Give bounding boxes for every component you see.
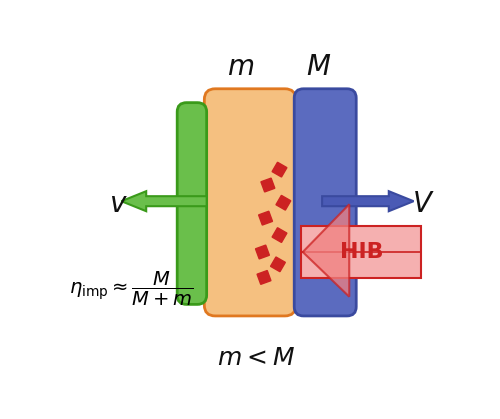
Bar	[261, 178, 275, 192]
Bar	[270, 257, 285, 272]
Bar	[276, 195, 291, 210]
Text: $\eta_{\mathrm{imp}} \approx \dfrac{M}{M+m}$: $\eta_{\mathrm{imp}} \approx \dfrac{M}{M…	[68, 270, 193, 308]
Text: HIB: HIB	[340, 242, 384, 262]
FancyBboxPatch shape	[294, 89, 356, 316]
FancyArrow shape	[322, 191, 414, 211]
Bar	[272, 162, 287, 177]
Text: $m$: $m$	[227, 53, 254, 81]
Bar	[256, 245, 270, 259]
FancyBboxPatch shape	[177, 103, 206, 304]
Polygon shape	[303, 204, 349, 297]
FancyArrow shape	[122, 191, 206, 211]
Text: $m < M$: $m < M$	[218, 346, 295, 370]
Bar	[257, 271, 271, 285]
FancyBboxPatch shape	[204, 89, 296, 316]
Text: $V$: $V$	[412, 190, 435, 218]
Text: $M$: $M$	[306, 53, 331, 81]
Bar	[301, 226, 422, 278]
Bar	[258, 211, 272, 225]
Bar	[272, 228, 287, 243]
Text: $v$: $v$	[109, 190, 128, 218]
